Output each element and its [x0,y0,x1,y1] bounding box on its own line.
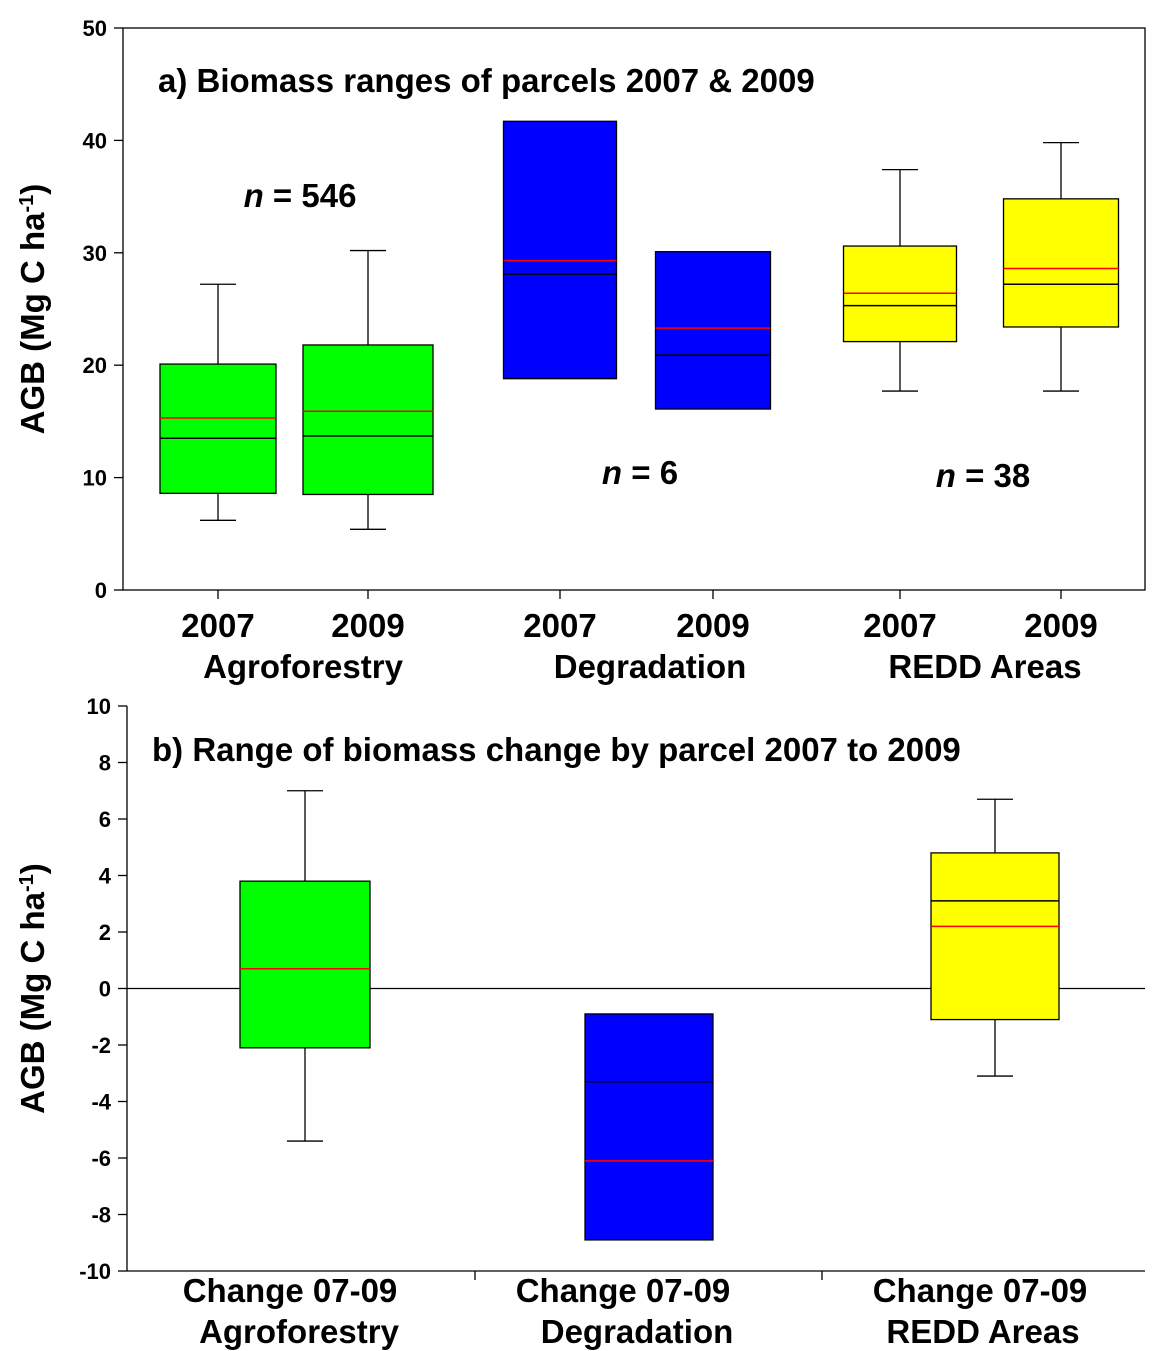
x-category-label: 2009 [676,607,749,644]
box-redd-areas [1002,141,1120,392]
plot-frame [122,27,1146,591]
sample-size-label: n = 38 [936,457,1031,494]
chart-title: b) Range of biomass change by parcel 200… [152,731,961,768]
box-degradation [654,251,772,410]
sample-size-symbol: n [936,457,956,494]
y-axis-label-main: AGB (Mg C ha [14,891,51,1113]
box-iqr [239,880,371,1049]
box-iqr [502,120,618,380]
y-tick-label: 10 [87,694,111,719]
y-tick-label: -6 [91,1146,111,1171]
box-redd-areas [930,798,1060,1077]
y-tick-label: 4 [99,864,112,889]
x-group-label: Degradation [541,1313,734,1350]
box-iqr [159,363,277,494]
box-agroforestry [302,249,434,530]
sample-size-symbol: n [244,177,264,214]
x-category-label: 2009 [331,607,404,644]
y-tick-label: 2 [99,920,111,945]
sample-size-value: = 546 [264,177,357,214]
y-tick-label: 20 [83,353,107,378]
box-iqr [584,1013,714,1241]
sample-size-label: n = 546 [244,177,357,214]
y-tick-label: -2 [91,1033,111,1058]
x-group-label: REDD Areas [886,1313,1079,1350]
y-axis-label-main: AGB (Mg C ha [14,212,51,434]
y-tick-label: 8 [99,751,111,776]
y-tick-label: 10 [83,466,107,491]
sample-size-value: = 6 [622,454,678,491]
x-category-label: 2007 [523,607,596,644]
y-tick-label: -4 [91,1090,111,1115]
y-axis-label-close: ) [14,863,51,874]
x-category-label: Change 07-09 [183,1272,398,1309]
y-axis-label-sup: -1 [16,195,38,213]
box-redd-areas [842,168,958,392]
x-category-label: Change 07-09 [873,1272,1088,1309]
x-group-label: Degradation [554,648,747,685]
y-tick-label: 50 [83,16,107,41]
x-group-label: Agroforestry [199,1313,400,1350]
y-tick-label: -10 [79,1259,111,1284]
x-group-label: Agroforestry [203,648,404,685]
box-degradation [584,1013,714,1241]
sample-size-symbol: n [602,454,622,491]
panel-a: 0 10 20 30 40 50 2007 2009 2007 2009 2007 2009 Agrof… [14,16,1146,685]
x-group-label: REDD Areas [888,648,1081,685]
y-axis-label-sup: -1 [16,874,38,892]
box-iqr [930,852,1060,1021]
box-iqr [654,251,772,410]
y-tick-label: -8 [91,1203,111,1228]
sample-size-label: n = 6 [602,454,678,491]
sample-size-value: = 38 [956,457,1030,494]
box-agroforestry [159,283,277,521]
x-category-label: 2007 [863,607,936,644]
x-category-label: 2009 [1024,607,1097,644]
y-tick-label: 6 [99,807,111,832]
chart-title: a) Biomass ranges of parcels 2007 & 2009 [158,62,815,99]
y-axis-label: AGB (Mg C ha-1) [14,184,51,435]
box-iqr [1002,198,1120,328]
y-tick-label: 30 [83,241,107,266]
x-category-label: Change 07-09 [516,1272,731,1309]
box-iqr [302,344,434,496]
box-degradation [502,120,618,380]
y-axis-label-close: ) [14,184,51,195]
y-tick-label: 0 [95,578,107,603]
x-category-label: 2007 [181,607,254,644]
box-agroforestry [239,790,371,1142]
y-tick-label: 0 [99,977,111,1002]
y-tick-label: 40 [83,128,107,153]
y-axis-label: AGB (Mg C ha-1) [14,863,51,1114]
panel-b: -10 -8 -6 -4 -2 0 2 4 6 8 10 Change 07-09 Change 07-… [14,694,1145,1350]
